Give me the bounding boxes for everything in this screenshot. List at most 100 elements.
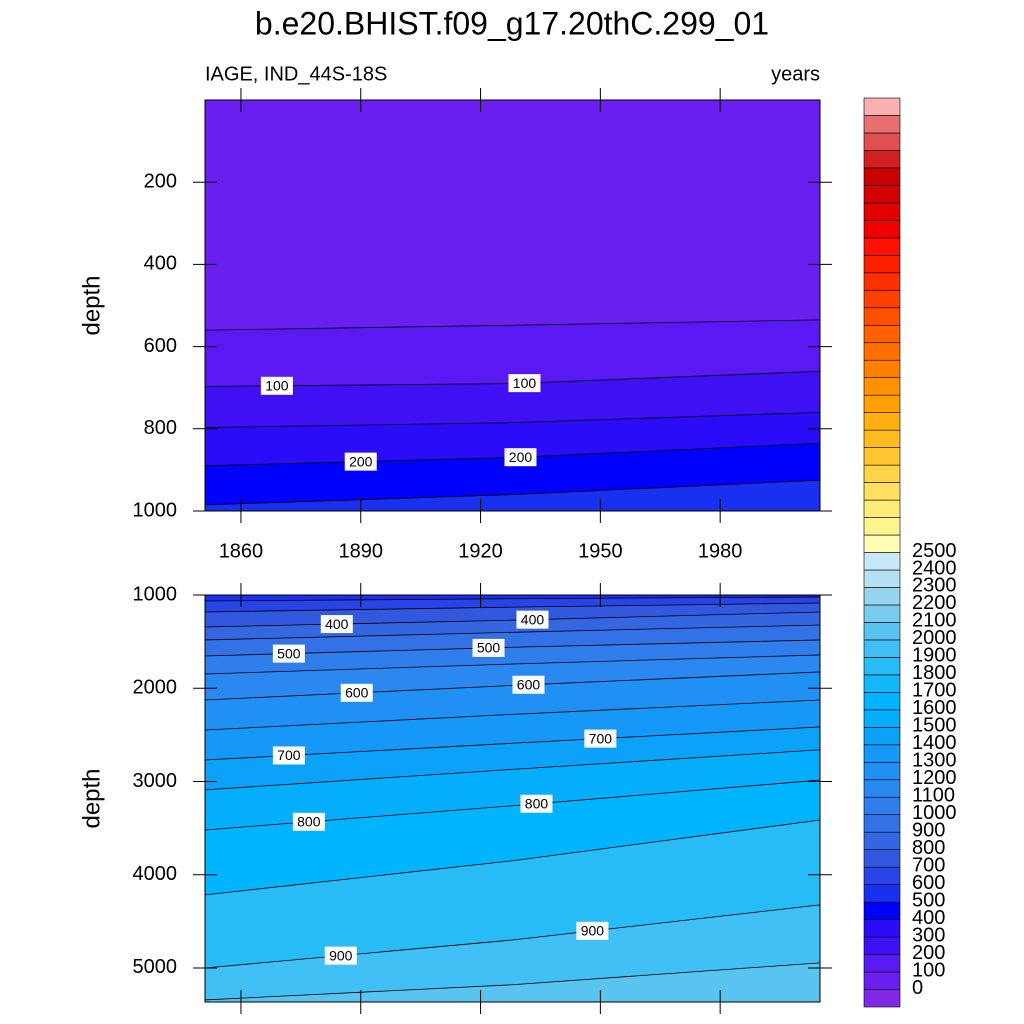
contour-line xyxy=(205,479,820,506)
y-tick-label: 800 xyxy=(144,417,177,439)
colorbar-swatch xyxy=(863,657,901,676)
colorbar-swatch xyxy=(863,727,901,746)
colorbar-swatch xyxy=(863,849,901,868)
colorbar-label: 0 xyxy=(912,977,923,999)
contour-label: 100 xyxy=(265,377,289,393)
panel-frame xyxy=(204,594,821,1003)
contour-label: 600 xyxy=(345,685,369,701)
colorbar-swatch xyxy=(863,412,901,431)
colorbar-swatch xyxy=(863,989,901,1008)
contour-line xyxy=(205,904,820,969)
contour-label-box xyxy=(344,452,377,471)
y-tick-label: 400 xyxy=(144,253,177,275)
colorbar-swatch xyxy=(863,796,901,816)
colorbar-swatch xyxy=(863,307,901,326)
y-tick-label: 2000 xyxy=(133,677,178,699)
colorbar-label: 600 xyxy=(912,872,945,894)
contour-label: 400 xyxy=(325,616,349,632)
colorbar-swatch xyxy=(863,132,901,151)
contour-band xyxy=(205,480,820,511)
chart-title: b.e20.BHIST.f09_g17.20thC.299_01 xyxy=(255,5,769,41)
panel: 100 100 200 200 xyxy=(205,100,820,511)
colorbar-swatch xyxy=(863,167,901,186)
colorbar-label: 1000 xyxy=(912,802,957,824)
colorbar-swatch xyxy=(863,552,901,571)
contour-label-box xyxy=(272,644,305,663)
colorbar-swatch xyxy=(863,255,901,274)
contour-label-box xyxy=(516,610,549,629)
y-tick-label: 3000 xyxy=(133,770,178,792)
contour-line xyxy=(205,411,820,428)
contour-label-box xyxy=(340,683,373,702)
colorbar-swatch xyxy=(863,324,901,344)
subtitle-left: IAGE, IND_44S-18S xyxy=(205,63,387,85)
colorbar-label: 900 xyxy=(912,819,945,841)
contour-line xyxy=(205,639,820,657)
colorbar-swatch xyxy=(863,936,901,955)
contour-line xyxy=(205,654,820,675)
contour-label: 800 xyxy=(297,813,321,829)
contour-label: 600 xyxy=(517,676,541,692)
contour-line xyxy=(205,624,820,641)
contour-label: 500 xyxy=(277,645,301,661)
colorbar-label: 1700 xyxy=(912,680,957,702)
colorbar-swatch xyxy=(863,499,901,518)
colorbar-swatch xyxy=(863,447,901,466)
contour-label: 800 xyxy=(525,795,549,811)
colorbar-swatch xyxy=(863,272,901,291)
colorbar-swatch xyxy=(863,919,901,938)
colorbar-label: 700 xyxy=(912,854,945,876)
y-tick-label: 1000 xyxy=(133,499,178,521)
colorbar-label: 800 xyxy=(912,837,945,859)
colorbar-label: 500 xyxy=(912,889,945,911)
colorbar-swatch xyxy=(863,674,901,693)
colorbar-swatch xyxy=(863,342,901,361)
colorbar-label: 200 xyxy=(912,942,945,964)
panel: 400 400 500 500 600 600 700 700 800 800 900 900 xyxy=(205,595,820,1002)
colorbar-swatch xyxy=(863,692,901,711)
colorbar-label: 2200 xyxy=(912,592,957,614)
subtitle-right: years xyxy=(771,63,820,85)
contour-line xyxy=(205,596,820,602)
y-tick-label: 4000 xyxy=(133,863,178,885)
colorbar-swatch xyxy=(863,237,901,256)
x-tick-label: 1950 xyxy=(578,540,623,562)
colorbar-label: 300 xyxy=(912,924,945,946)
colorbar-swatch xyxy=(863,604,901,623)
contour-line xyxy=(205,962,820,1001)
colorbar-swatch xyxy=(863,954,901,973)
colorbar-swatch xyxy=(863,639,901,658)
contour-label-box xyxy=(520,794,553,813)
y-tick-label: 5000 xyxy=(133,956,178,978)
colorbar-swatch xyxy=(863,482,901,501)
contour-line xyxy=(205,819,820,896)
colorbar-swatch xyxy=(863,587,901,606)
y-axis-label: depth xyxy=(78,768,105,828)
y-tick-label: 1000 xyxy=(133,583,178,605)
contour-line xyxy=(205,319,820,331)
colorbar-label: 2400 xyxy=(912,557,957,579)
colorbar-swatch xyxy=(863,622,901,641)
colorbar-swatch xyxy=(863,377,901,396)
contour-line xyxy=(205,749,820,791)
colorbar-swatch xyxy=(863,779,901,798)
colorbar-label: 1800 xyxy=(912,662,957,684)
colorbar-swatch xyxy=(863,866,901,885)
colorbar-swatch xyxy=(863,359,901,378)
contour-line xyxy=(205,699,820,731)
colorbar-swatch xyxy=(863,884,901,903)
contour-label-box xyxy=(472,638,505,657)
contour-label-box xyxy=(320,615,353,634)
colorbar-label: 2100 xyxy=(912,610,957,632)
colorbar-label: 100 xyxy=(912,959,945,981)
colorbar-swatch xyxy=(863,709,901,728)
contour-label: 900 xyxy=(581,923,605,939)
contour-label: 400 xyxy=(521,611,545,627)
contour-line xyxy=(205,611,820,628)
contour-band xyxy=(205,962,820,1002)
y-tick-label: 600 xyxy=(144,335,177,357)
colorbar-label: 1300 xyxy=(912,750,957,772)
x-tick-label: 1920 xyxy=(458,540,503,562)
colorbar-label: 1900 xyxy=(912,645,957,667)
y-tick-label: 200 xyxy=(144,170,177,192)
